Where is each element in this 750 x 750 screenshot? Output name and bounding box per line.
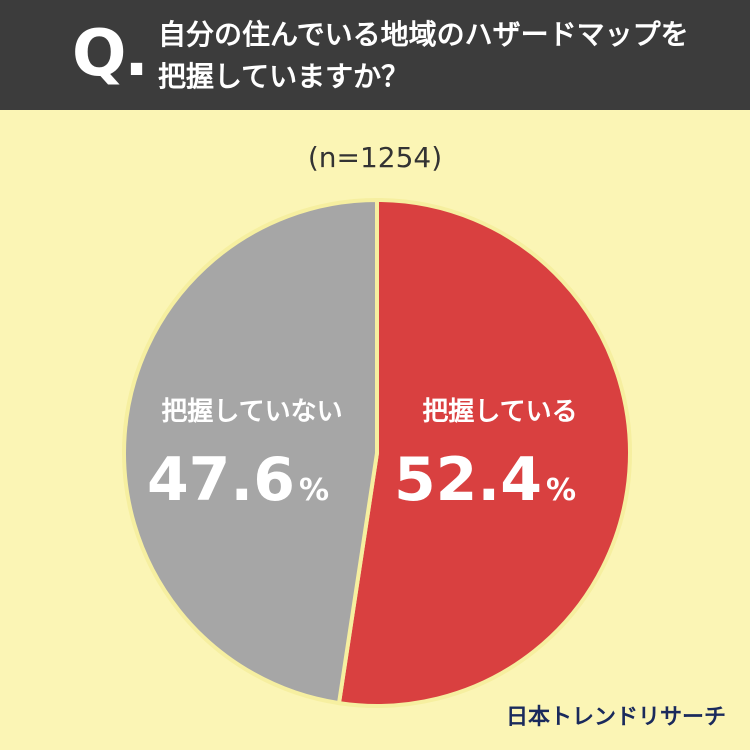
question-line-1: 自分の住んでいる地域のハザードマップを xyxy=(158,18,689,51)
sample-size-label: (n=1254) xyxy=(307,141,443,174)
pie-slice xyxy=(122,197,379,706)
question-header: Q. 自分の住んでいる地域のハザードマップを 把握していますか？ xyxy=(0,0,750,110)
question-text: 自分の住んでいる地域のハザードマップを 把握していますか？ xyxy=(158,14,718,98)
slice-value: 47.6% xyxy=(147,445,329,515)
brand-logo: 日本トレンドリサーチ xyxy=(505,705,726,730)
q-mark: Q. xyxy=(72,17,149,91)
question-line-2: 把握していますか？ xyxy=(158,60,410,93)
slice-label: 把握していない xyxy=(161,397,342,427)
slice-label: 把握している xyxy=(422,397,577,427)
pie-slice xyxy=(336,197,632,708)
slice-value: 52.4% xyxy=(394,445,576,515)
